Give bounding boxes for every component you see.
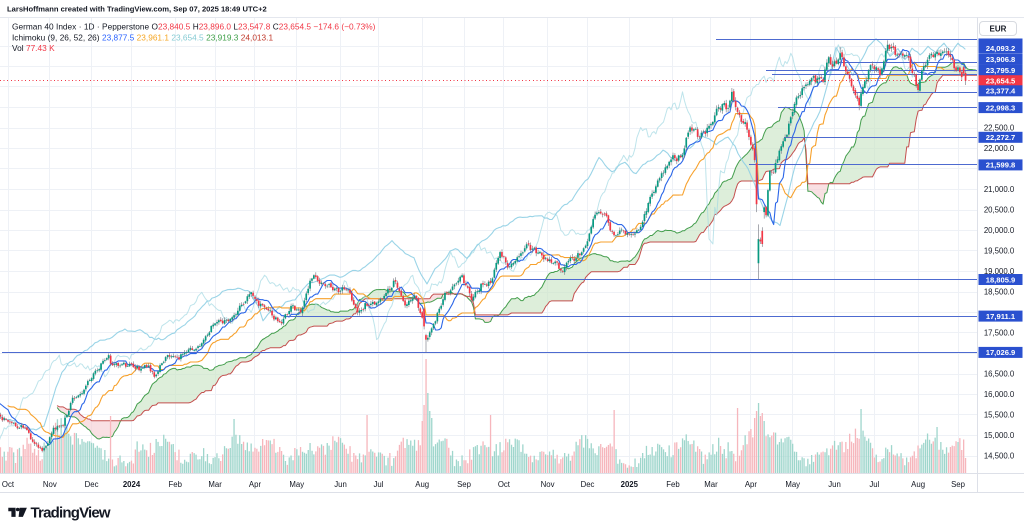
svg-text:Vol 77.43 K: Vol 77.43 K: [12, 43, 55, 53]
svg-text:TradingView: TradingView: [31, 505, 111, 522]
svg-text:Aug: Aug: [415, 480, 429, 489]
svg-text:22,272.7: 22,272.7: [986, 133, 1016, 142]
svg-text:EUR: EUR: [990, 25, 1007, 34]
svg-text:20,500.0: 20,500.0: [984, 206, 1015, 215]
svg-text:21,000.0: 21,000.0: [984, 185, 1015, 194]
svg-text:Apr: Apr: [249, 480, 262, 489]
svg-text:15,000.0: 15,000.0: [984, 431, 1015, 440]
svg-text:Mar: Mar: [208, 480, 222, 489]
svg-text:22,998.3: 22,998.3: [986, 103, 1016, 112]
svg-text:18,805.9: 18,805.9: [986, 275, 1016, 284]
svg-text:23,795.9: 23,795.9: [986, 66, 1016, 75]
svg-text:Mar: Mar: [704, 480, 718, 489]
svg-text:Nov: Nov: [43, 480, 57, 489]
svg-text:17,026.9: 17,026.9: [986, 348, 1016, 357]
svg-text:Feb: Feb: [168, 480, 182, 489]
svg-text:23,654.5: 23,654.5: [986, 77, 1016, 86]
svg-text:16,500.0: 16,500.0: [984, 370, 1015, 379]
svg-text:Oct: Oct: [2, 480, 15, 489]
svg-text:Oct: Oct: [498, 480, 511, 489]
svg-text:May: May: [289, 480, 304, 489]
svg-text:19,000.0: 19,000.0: [984, 267, 1015, 276]
svg-text:17,911.1: 17,911.1: [986, 312, 1016, 321]
svg-text:Jun: Jun: [828, 480, 841, 489]
svg-text:Jul: Jul: [869, 480, 879, 489]
svg-text:2024: 2024: [123, 480, 141, 489]
svg-text:Jun: Jun: [334, 480, 347, 489]
svg-text:Jul: Jul: [374, 480, 384, 489]
svg-text:14,500.0: 14,500.0: [984, 452, 1015, 461]
svg-text:22,500.0: 22,500.0: [984, 124, 1015, 133]
svg-text:Feb: Feb: [666, 480, 680, 489]
svg-text:Aug: Aug: [911, 480, 925, 489]
svg-text:19,500.0: 19,500.0: [984, 247, 1015, 256]
svg-text:23,377.4: 23,377.4: [986, 87, 1016, 96]
svg-text:Ichimoku (9, 26, 52, 26) 23,87: Ichimoku (9, 26, 52, 26) 23,877.5 23,961…: [12, 32, 273, 42]
svg-text:May: May: [785, 480, 800, 489]
svg-text:23,906.8: 23,906.8: [986, 55, 1016, 64]
svg-text:2025: 2025: [621, 480, 639, 489]
svg-text:22,000.0: 22,000.0: [984, 144, 1015, 153]
svg-text:LarsHoffmann created with Trad: LarsHoffmann created with TradingView.co…: [7, 5, 267, 14]
svg-text:20,000.0: 20,000.0: [984, 226, 1015, 235]
svg-text:Sep: Sep: [951, 480, 966, 489]
svg-text:16,000.0: 16,000.0: [984, 390, 1015, 399]
svg-text:21,599.8: 21,599.8: [986, 161, 1016, 170]
svg-text:Nov: Nov: [541, 480, 555, 489]
svg-text:18,500.0: 18,500.0: [984, 288, 1015, 297]
svg-text:German 40 Index · 1D · Peppers: German 40 Index · 1D · Pepperstone O23,8…: [12, 22, 376, 32]
svg-text:Dec: Dec: [581, 480, 595, 489]
svg-text:15,500.0: 15,500.0: [984, 411, 1015, 420]
svg-text:Dec: Dec: [85, 480, 99, 489]
svg-text:24,093.2: 24,093.2: [986, 44, 1016, 53]
svg-text:Sep: Sep: [457, 480, 472, 489]
svg-text:17,500.0: 17,500.0: [984, 329, 1015, 338]
svg-text:Apr: Apr: [745, 480, 758, 489]
